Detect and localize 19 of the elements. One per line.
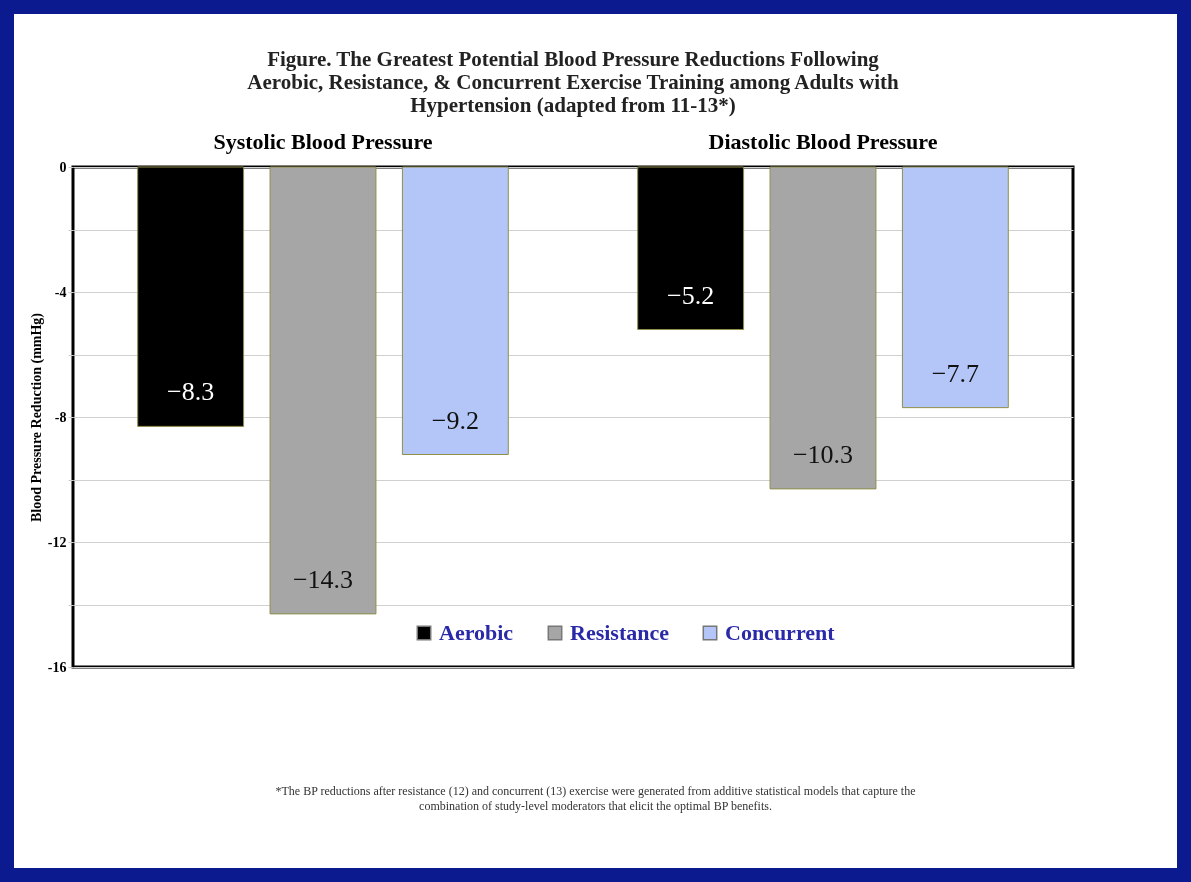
data-label: −14.3 <box>292 564 354 594</box>
x-tick-label: Diastolic Blood Pressure <box>708 128 938 154</box>
y-tick-label: -8 <box>54 409 67 425</box>
y-tick-label: -12 <box>47 534 67 550</box>
data-label: −8.3 <box>167 377 215 407</box>
text: *The BP reductions after resistance (12) and concurrent (13) exercise were generated from additive statistical models that capture the combination of study-level moderators that elicit the optimal BP benefits. <box>274 784 917 814</box>
data-label: −9.2 <box>431 405 479 435</box>
data-label: −5.2 <box>667 280 715 310</box>
data-label: −10.3 <box>792 439 854 469</box>
legend-label: Concurrent <box>725 620 836 645</box>
data-label: −7.7 <box>931 358 979 388</box>
legend-label: Aerobic <box>439 620 514 645</box>
legend-label: Resistance <box>570 620 670 645</box>
y-tick-label: -4 <box>54 284 67 300</box>
y-tick-label: -16 <box>47 659 67 675</box>
y-axis-title: Blood Pressure Reduction (mmHg) <box>28 312 45 523</box>
y-tick-label: 0 <box>59 159 67 175</box>
x-tick-label: Systolic Blood Pressure <box>213 128 433 154</box>
chart-title: Figure. The Greatest Potential Blood Pressure Reductions Following Aerobic, Resistance, & Concurrent Exercise Training among Adults with Hypertension (adapted from 11-13*) <box>247 47 899 117</box>
